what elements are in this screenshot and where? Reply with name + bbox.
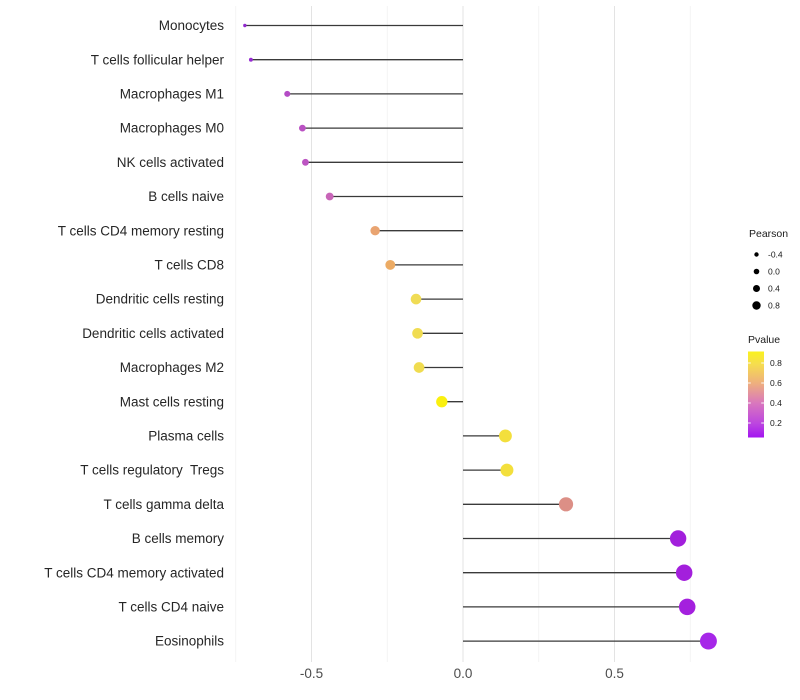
data-point (243, 23, 247, 28)
category-label: Dendritic cells resting (96, 292, 224, 307)
points (243, 23, 717, 650)
size-legend-dot (753, 268, 760, 275)
data-point (370, 225, 380, 236)
data-point (675, 564, 693, 581)
category-label: Dendritic cells activated (82, 326, 224, 341)
size-legend-label: 0.0 (768, 267, 780, 277)
data-point (325, 192, 334, 201)
category-label: Eosinophils (155, 634, 224, 649)
color-legend-label: 0.8 (770, 358, 782, 368)
category-label: T cells regulatory Tregs (80, 463, 224, 478)
size-legend-label: -0.4 (768, 250, 783, 260)
category-label: Plasma cells (148, 429, 224, 444)
color-legend-gradient-bar (748, 351, 764, 438)
data-point (498, 429, 512, 443)
size-legend-dot (754, 252, 759, 257)
data-point (436, 396, 448, 408)
category-label: T cells CD8 (154, 258, 224, 273)
legend: Pearson -0.4 0.0 0.4 0.8 Pvalue 0.8 0.6 0.4 0.2 (748, 228, 788, 438)
category-label: B cells memory (132, 531, 225, 546)
size-legend-title: Pearson (749, 228, 788, 240)
data-point (302, 158, 309, 166)
color-legend-title: Pvalue (748, 334, 780, 346)
x-axis-labels: -0.5 0.0 0.5 (300, 666, 624, 681)
grid-minor (235, 6, 691, 662)
size-legend-dot (752, 301, 761, 310)
x-tick-label: 0.0 (454, 666, 473, 681)
data-point (500, 463, 514, 477)
category-label: T cells CD4 memory activated (44, 565, 224, 580)
category-label: T cells CD4 naive (118, 600, 224, 615)
data-point (248, 57, 253, 62)
data-point (284, 90, 291, 97)
category-label: B cells naive (148, 189, 224, 204)
category-label: Macrophages M2 (120, 360, 224, 375)
category-label: Mast cells resting (120, 394, 224, 409)
size-legend-label: 0.4 (768, 284, 780, 294)
color-legend-label: 0.6 (770, 378, 782, 388)
data-point (385, 259, 396, 270)
size-legend-label: 0.8 (768, 301, 780, 311)
grid-major (311, 6, 615, 662)
data-point (678, 598, 696, 616)
data-point (413, 362, 425, 373)
category-label: Macrophages M0 (120, 121, 224, 136)
data-point (299, 124, 306, 132)
category-label: T cells gamma delta (103, 497, 224, 512)
y-axis-labels: Monocytes T cells follicular helper Macrop… (44, 18, 224, 649)
stems (244, 24, 709, 642)
data-point (558, 497, 574, 512)
category-label: T cells follicular helper (91, 52, 225, 67)
size-legend-dot (753, 285, 760, 292)
category-label: T cells CD4 memory resting (58, 223, 224, 238)
category-label: Monocytes (159, 18, 225, 33)
color-legend-label: 0.2 (770, 418, 782, 428)
category-label: NK cells activated (117, 155, 224, 170)
category-label: Macrophages M1 (120, 87, 224, 102)
data-point (410, 293, 422, 305)
data-point (412, 327, 423, 339)
data-point (699, 632, 717, 650)
data-point (669, 530, 687, 547)
x-tick-label: -0.5 (300, 666, 323, 681)
color-legend-label: 0.4 (770, 398, 782, 408)
x-tick-label: 0.5 (605, 666, 624, 681)
